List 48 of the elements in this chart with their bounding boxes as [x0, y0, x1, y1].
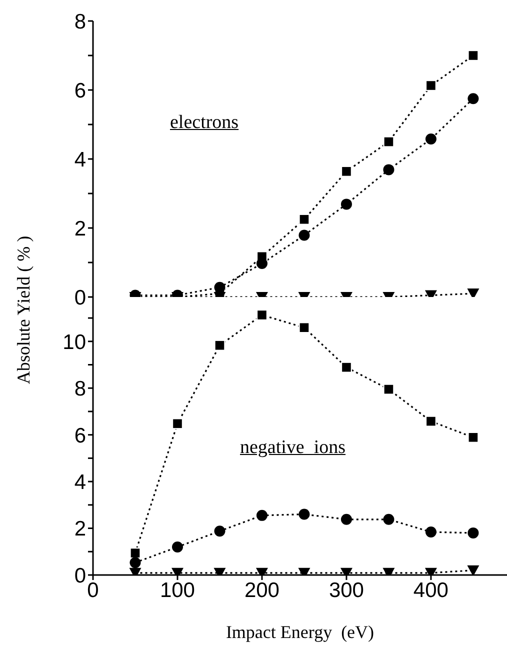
y-tick-label: 8	[74, 10, 86, 34]
point	[383, 164, 394, 176]
point	[214, 340, 226, 351]
y-tick-label: 2	[74, 518, 86, 541]
point	[256, 510, 268, 521]
x-axis-title: Impact Energy (eV)	[224, 622, 376, 643]
point	[468, 93, 479, 104]
point	[425, 416, 437, 427]
y-tick-label: 0	[74, 286, 86, 310]
point	[130, 547, 141, 559]
point	[468, 527, 479, 538]
point	[425, 526, 436, 538]
point	[383, 136, 394, 148]
y-tick-label: 4	[74, 471, 86, 494]
x-tick-label: 300	[328, 578, 364, 602]
y-tick-label: 10	[62, 330, 86, 354]
point	[256, 309, 268, 321]
y-axis-title: Absolute Yield ( % )	[14, 236, 34, 384]
annotation: electrons	[170, 112, 239, 134]
x-tick-label: 400	[413, 578, 448, 602]
y-tick-label: 0	[74, 564, 86, 588]
point	[340, 514, 352, 525]
point	[425, 80, 437, 92]
point	[298, 214, 310, 225]
point	[340, 362, 352, 373]
y-tick-label: 8	[74, 378, 86, 401]
point	[298, 230, 310, 241]
point	[467, 565, 480, 575]
annotation: negative ions	[240, 437, 346, 459]
x-tick-label: 200	[244, 578, 280, 602]
point	[298, 322, 310, 334]
point	[172, 418, 184, 430]
y-tick-label: 4	[74, 148, 86, 172]
point	[298, 508, 310, 520]
point	[383, 514, 394, 525]
point	[340, 198, 352, 210]
point	[214, 526, 226, 537]
point	[340, 166, 352, 178]
point	[425, 133, 436, 144]
point	[172, 541, 183, 552]
x-tick-label: 100	[160, 578, 196, 602]
y-tick-label: 6	[74, 424, 86, 448]
point	[468, 432, 479, 443]
point	[468, 50, 479, 62]
point	[383, 384, 394, 395]
y-tick-label: 6	[74, 79, 86, 102]
y-tick-label: 2	[74, 217, 86, 240]
point	[130, 557, 141, 568]
